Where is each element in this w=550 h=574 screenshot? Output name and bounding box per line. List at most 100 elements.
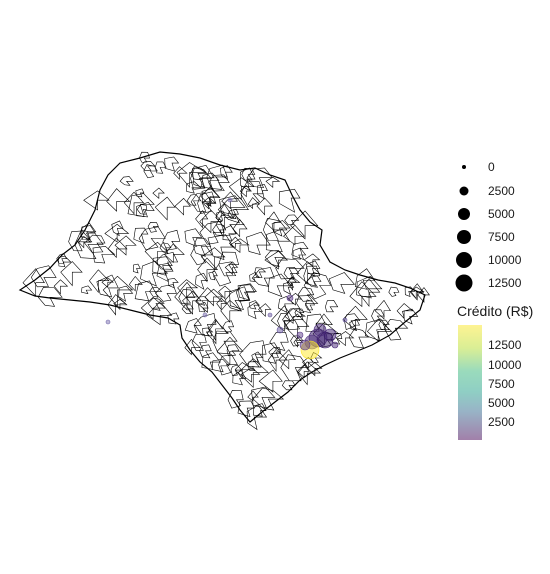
municipality-boundary <box>356 275 383 299</box>
municipality-boundary <box>195 210 209 229</box>
color-legend-tick: 5000 <box>488 396 515 410</box>
municipality-boundary <box>230 364 243 376</box>
municipality-boundary <box>195 296 209 306</box>
municipality-boundary <box>239 185 252 198</box>
municipality-boundary <box>176 162 207 188</box>
municipality-boundary <box>303 253 321 267</box>
municipality-boundary <box>22 268 45 297</box>
municipality-boundary <box>219 195 246 219</box>
municipality-boundary <box>123 191 145 215</box>
municipality-boundary <box>246 231 271 255</box>
size-legend-row: 7500 <box>452 226 542 246</box>
municipality-boundary <box>348 328 370 349</box>
municipality-boundary <box>265 176 281 189</box>
municipality-boundary <box>190 244 213 266</box>
municipality-boundary <box>83 190 110 211</box>
municipality-boundary <box>254 267 267 279</box>
municipality-boundary <box>78 236 92 249</box>
color-legend-tick: 10000 <box>488 358 522 372</box>
municipality-boundary <box>247 301 263 320</box>
municipality-boundary <box>219 165 233 180</box>
size-legend-dot <box>458 208 470 220</box>
municipality-boundary <box>30 265 57 288</box>
municipality-boundary <box>248 300 260 310</box>
municipality-boundary <box>152 256 173 276</box>
credit-points <box>105 197 348 360</box>
municipality-boundary <box>268 347 281 359</box>
municipality-boundary <box>184 318 202 334</box>
municipality-boundary <box>81 285 93 294</box>
municipality-boundary <box>227 208 239 220</box>
credit-point <box>227 197 233 203</box>
municipality-boundary <box>80 222 97 240</box>
municipality-boundary <box>284 214 300 226</box>
municipality-boundary <box>281 380 296 391</box>
municipality-boundary <box>56 253 67 264</box>
municipality-boundary <box>147 222 159 233</box>
municipality-boundary <box>136 201 155 218</box>
municipality-boundary <box>258 369 283 393</box>
municipality-boundary <box>144 241 168 266</box>
municipality-boundary <box>306 275 322 288</box>
municipality-boundary <box>215 212 245 237</box>
size-legend-label: 12500 <box>488 276 522 290</box>
municipality-boundary <box>240 367 261 383</box>
color-legend-title: Crédito (R$) <box>457 303 534 319</box>
credit-point <box>323 328 337 342</box>
municipality-boundary <box>58 255 72 267</box>
municipality-boundary <box>143 164 158 179</box>
municipality-boundary <box>140 296 167 320</box>
municipality-boundary <box>409 283 425 301</box>
municipality-boundary <box>96 274 119 298</box>
municipality-boundary <box>186 194 202 206</box>
municipality-boundary <box>184 338 201 356</box>
municipality-boundary <box>226 344 240 357</box>
credit-point <box>342 317 348 323</box>
size-legend-label: 0 <box>488 160 495 174</box>
size-legend-dot <box>459 186 469 196</box>
municipality-boundary <box>270 305 295 332</box>
size-legend-label: 2500 <box>488 184 515 198</box>
municipality-boundary <box>74 229 104 260</box>
municipality-boundary <box>246 404 268 431</box>
municipality-boundary <box>155 251 179 270</box>
municipality-boundary <box>256 197 273 216</box>
municipality-boundary <box>174 197 191 216</box>
municipality-boundary <box>251 351 264 363</box>
municipality-boundary <box>211 358 230 373</box>
municipality-boundary <box>128 275 143 292</box>
municipality-boundary <box>89 269 110 294</box>
municipality-boundary <box>383 318 409 341</box>
municipality-boundary <box>139 151 150 163</box>
municipality-boundary <box>247 361 260 372</box>
municipality-boundary <box>284 307 306 324</box>
size-legend-dot <box>462 165 466 169</box>
municipality-boundary <box>135 188 145 198</box>
municipality-boundary <box>247 197 260 210</box>
municipality-boundary <box>378 319 390 331</box>
municipality-boundary <box>304 299 316 311</box>
municipality-boundary <box>152 187 165 200</box>
municipality-boundary <box>264 250 286 268</box>
municipality-boundary <box>113 299 127 311</box>
municipality-boundary <box>335 331 355 347</box>
municipality-boundary <box>202 327 214 337</box>
municipality-boundary <box>303 265 321 287</box>
municipality-boundary <box>263 217 288 241</box>
municipality-boundary <box>228 236 242 249</box>
municipality-boundary <box>181 304 194 314</box>
municipality-boundary <box>251 386 276 409</box>
municipality-boundary <box>261 342 282 364</box>
municipality-boundary <box>190 167 212 190</box>
municipality-boundary <box>133 263 141 274</box>
municipality-boundary <box>275 258 305 280</box>
municipality-boundary <box>220 299 243 324</box>
municipality-boundary <box>195 272 209 290</box>
municipality-boundary <box>222 225 237 241</box>
municipality-boundary <box>290 335 304 347</box>
municipality-boundary <box>328 272 356 294</box>
municipality-boundary <box>282 281 295 295</box>
municipality-boundary <box>277 296 295 313</box>
municipality-boundary <box>303 272 332 300</box>
municipality-boundary <box>154 161 167 174</box>
